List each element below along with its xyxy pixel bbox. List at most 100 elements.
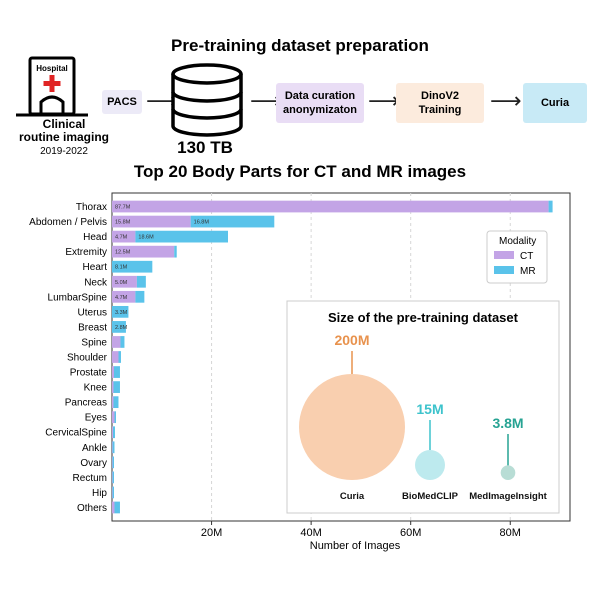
- category-label: Breast: [78, 322, 107, 333]
- bubble-biomedclip: [415, 450, 445, 480]
- category-label: Ovary: [80, 458, 107, 469]
- category-label: Neck: [84, 277, 108, 288]
- bubble-name-label: BioMedCLIP: [402, 491, 459, 502]
- category-label: Head: [83, 232, 107, 243]
- legend-mr-swatch: [494, 266, 514, 274]
- bar-ct: [112, 275, 137, 288]
- bar-mr: [135, 290, 145, 303]
- bar-mr: [120, 336, 125, 348]
- category-label: Eyes: [85, 413, 107, 424]
- hospital-years: 2019-2022: [40, 146, 88, 157]
- curia-output-box: Curia: [523, 83, 587, 123]
- bar-mr: [112, 426, 115, 439]
- category-label: Prostate: [70, 368, 108, 379]
- bar-ct: [112, 456, 113, 469]
- bar-ct: [112, 396, 114, 409]
- bar-mr: [118, 351, 121, 363]
- category-label: CervicalSpine: [45, 428, 107, 439]
- category-label: Pancreas: [65, 398, 107, 409]
- arrow-right-icon: ⟶: [146, 88, 178, 113]
- training-line2: Training: [418, 104, 462, 116]
- bar-mr: [548, 200, 553, 213]
- category-label: Rectum: [73, 473, 107, 484]
- bar-mr: [114, 411, 116, 424]
- bubble-value-label: 15M: [416, 401, 443, 417]
- bar-mr: [135, 230, 228, 243]
- bar-ct: [112, 336, 121, 348]
- bar-ct: [112, 366, 114, 378]
- bar-mr: [113, 396, 119, 409]
- arrow-right-icon: ⟶: [368, 88, 400, 113]
- bar-value-label: 15.8M: [115, 220, 131, 226]
- hospital-caption: Clinical routine imaging: [4, 118, 124, 144]
- arrow-right-icon: ⟶: [250, 88, 282, 113]
- arrow-right-icon: ⟶: [490, 88, 522, 113]
- bar-value-label: 12.5M: [115, 250, 131, 256]
- bar-value-label: 87.7M: [115, 205, 131, 211]
- x-tick-label: 20M: [201, 527, 222, 539]
- bar-ct: [112, 381, 114, 393]
- bar-value-label: 4.7M: [115, 235, 128, 241]
- category-label: Ankle: [82, 443, 107, 454]
- data-curation-box: Data curation anonymizaton: [276, 83, 364, 123]
- training-line1: DinoV2: [421, 90, 459, 102]
- category-label: Uterus: [78, 307, 107, 318]
- x-tick-label: 40M: [300, 527, 321, 539]
- category-label: Thorax: [76, 202, 107, 213]
- bar-mr: [114, 501, 120, 514]
- legend-ct-swatch: [494, 251, 514, 259]
- category-label: LumbarSpine: [48, 292, 108, 303]
- bar-mr: [112, 456, 114, 469]
- bar-mr: [112, 321, 126, 333]
- bar-ct: [112, 230, 136, 243]
- chart-title: Top 20 Body Parts for CT and MR images: [133, 162, 467, 181]
- bar-ct: [112, 441, 113, 454]
- bar-mr: [112, 471, 114, 484]
- bubble-value-label: 200M: [334, 332, 369, 348]
- bar-value-label: 5.0M: [115, 280, 128, 286]
- x-tick-label: 60M: [400, 527, 421, 539]
- bar-mr: [112, 260, 153, 273]
- category-label: Others: [77, 503, 107, 514]
- bar-ct: [112, 351, 119, 363]
- bar-mr: [112, 441, 115, 454]
- category-label: Spine: [81, 337, 107, 348]
- bar-value-label: 18.6M: [138, 235, 154, 241]
- chart-bars: 87.7M 15.8M 16.8M 4.7M 18.6M 12.5M 8.1M 5.0M 4.7…: [112, 200, 553, 514]
- bubble-name-label: Curia: [340, 491, 365, 502]
- category-label: Hip: [92, 488, 107, 499]
- bar-ct: [112, 471, 113, 484]
- bubble-value-label: 3.8M: [492, 415, 523, 431]
- bar-mr: [113, 366, 120, 378]
- chart-category-labels: Thorax Abdomen / Pelvis Head Extremity Heart…: [29, 202, 108, 514]
- bubble-medimageinsight: [500, 465, 516, 480]
- pipeline-title: Pre-training dataset preparation: [171, 36, 429, 55]
- bubble-curia: [299, 374, 405, 480]
- bar-ct: [112, 245, 175, 258]
- bar-value-label: 2.8M: [115, 325, 128, 331]
- pacs-box: PACS: [102, 90, 142, 114]
- legend-title: Modality: [499, 236, 536, 247]
- bar-value-label: 8.1M: [115, 265, 128, 271]
- category-label: Extremity: [65, 247, 107, 258]
- bubble-name-label: MedImageInsight: [469, 491, 547, 502]
- data-curation-line2: anonymizaton: [283, 104, 357, 116]
- bar-ct: [112, 411, 115, 424]
- bar-ct: [112, 426, 113, 439]
- data-curation-line1: Data curation: [284, 90, 356, 102]
- bar-mr: [112, 305, 129, 318]
- dinov2-training-box: DinoV2 Training: [396, 83, 484, 123]
- bar-ct: [112, 200, 549, 213]
- bar-mr: [174, 245, 177, 258]
- bar-mr: [113, 381, 120, 393]
- hospital-caption-line2: routine imaging: [19, 130, 109, 144]
- bar-mr: [190, 215, 275, 228]
- category-label: Abdomen / Pelvis: [29, 217, 107, 228]
- category-label: Knee: [84, 383, 108, 394]
- legend-mr-label: MR: [520, 266, 536, 277]
- inset-title: Size of the pre-training dataset: [328, 310, 519, 325]
- hospital-icon: Hospital: [16, 56, 88, 117]
- bar-mr: [136, 275, 146, 288]
- bar-ct: [112, 215, 191, 228]
